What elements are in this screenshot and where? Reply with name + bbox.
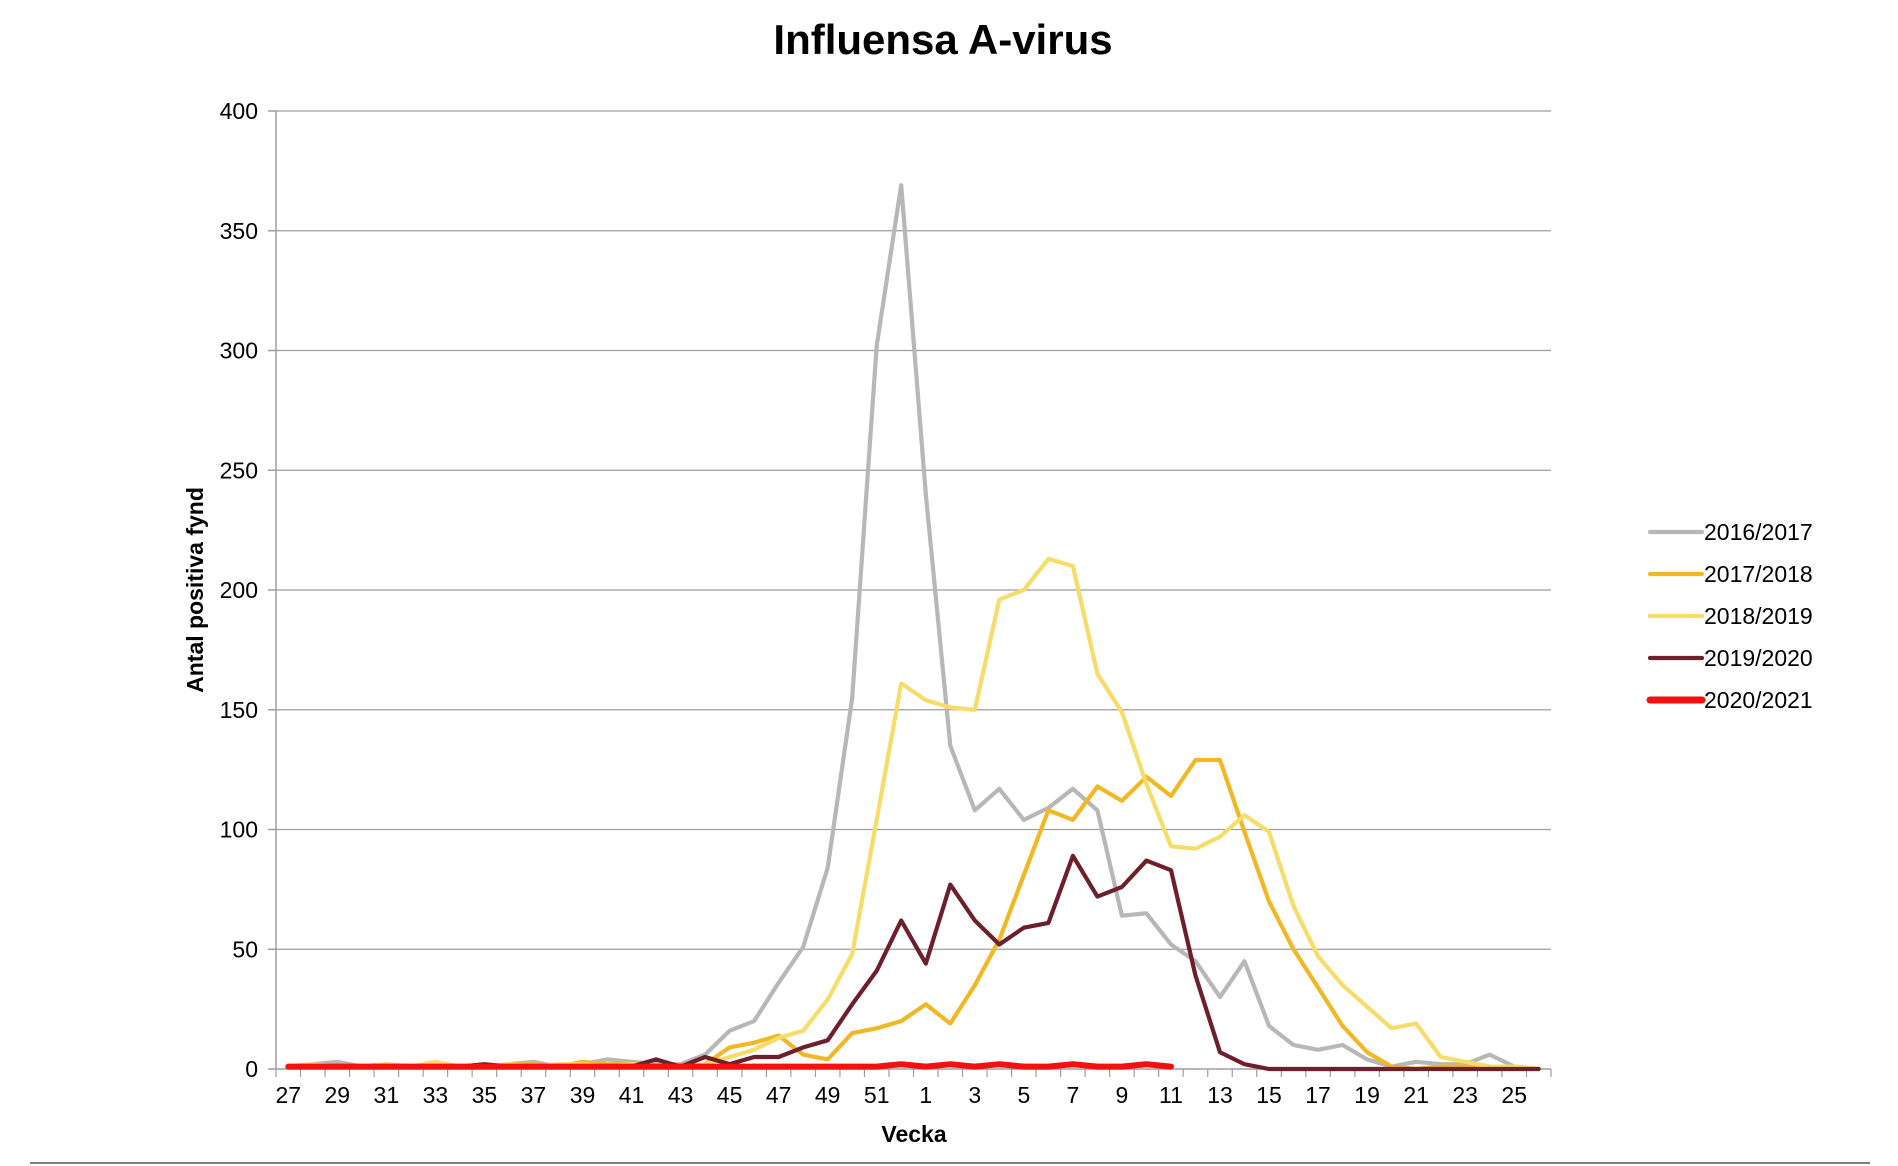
y-tick-label-7: 350 [220,218,258,244]
series-line-1 [286,757,1541,1072]
x-tick-label-1: 29 [325,1082,351,1108]
y-tick-label-2: 100 [220,817,258,843]
series-line-2 [286,556,1541,1072]
x-axis-title: Vecka [881,1121,946,1147]
x-tick-label-11: 49 [815,1082,841,1108]
x-tick-label-2: 31 [374,1082,400,1108]
y-tick-label-4: 200 [220,577,258,603]
x-tick-label-10: 47 [766,1082,792,1108]
gridlines [276,110,1551,950]
y-tick-label-6: 300 [220,338,258,364]
legend-label-3: 2019/2020 [1704,645,1813,671]
x-tick-label-9: 45 [717,1082,743,1108]
legend-label-2: 2018/2019 [1704,603,1813,629]
series-lines [285,183,1541,1072]
x-tick-label-23: 21 [1403,1082,1429,1108]
y-tick-label-5: 250 [220,457,258,483]
x-tick-label-3: 33 [423,1082,449,1108]
x-tick-label-18: 11 [1159,1082,1183,1108]
x-tick-label-14: 3 [968,1082,981,1108]
x-tick-label-6: 39 [570,1082,596,1108]
y-tick-label-1: 50 [232,936,258,962]
x-tick-label-17: 9 [1116,1082,1129,1108]
x-tick-label-16: 7 [1066,1082,1079,1108]
y-tick-label-0: 0 [245,1056,258,1082]
chart-title: Influensa A-virus [773,16,1112,63]
legend: 2016/2017 2017/2018 2018/2019 2019/2020 2020… [1646,519,1813,713]
x-tick-label-24: 23 [1452,1082,1478,1108]
series-line-4 [285,1061,1174,1070]
x-tick-label-19: 13 [1207,1082,1233,1108]
x-tick-label-20: 15 [1256,1082,1282,1108]
legend-label-1: 2017/2018 [1704,561,1813,587]
x-tick-label-15: 5 [1017,1082,1030,1108]
series-line-0 [286,183,1541,1072]
legend-label-0: 2016/2017 [1704,519,1813,545]
x-tick-label-4: 35 [472,1082,498,1108]
x-tick-label-12: 51 [864,1082,890,1108]
x-tick-label-25: 25 [1501,1082,1527,1108]
x-tick-label-8: 43 [668,1082,694,1108]
y-axis-title: Antal positiva fynd [182,487,208,693]
y-tick-label-3: 150 [220,697,258,723]
legend-label-4: 2020/2021 [1704,687,1813,713]
x-tick-label-7: 41 [619,1082,645,1108]
x-tick-label-21: 17 [1305,1082,1331,1108]
x-tick-label-0: 27 [275,1082,301,1108]
y-tick-labels: 0 50 100 150 200 250 300 350 400 [220,98,258,1082]
x-tick-label-5: 37 [521,1082,547,1108]
y-tick-label-8: 400 [220,98,258,124]
x-tick-labels: 27 29 31 33 35 37 39 41 43 45 47 49 51 1 3 5 7 9 11 13 15 17 1… [275,1082,1527,1108]
x-tick-label-22: 19 [1354,1082,1380,1108]
x-tick-label-13: 1 [919,1082,932,1108]
